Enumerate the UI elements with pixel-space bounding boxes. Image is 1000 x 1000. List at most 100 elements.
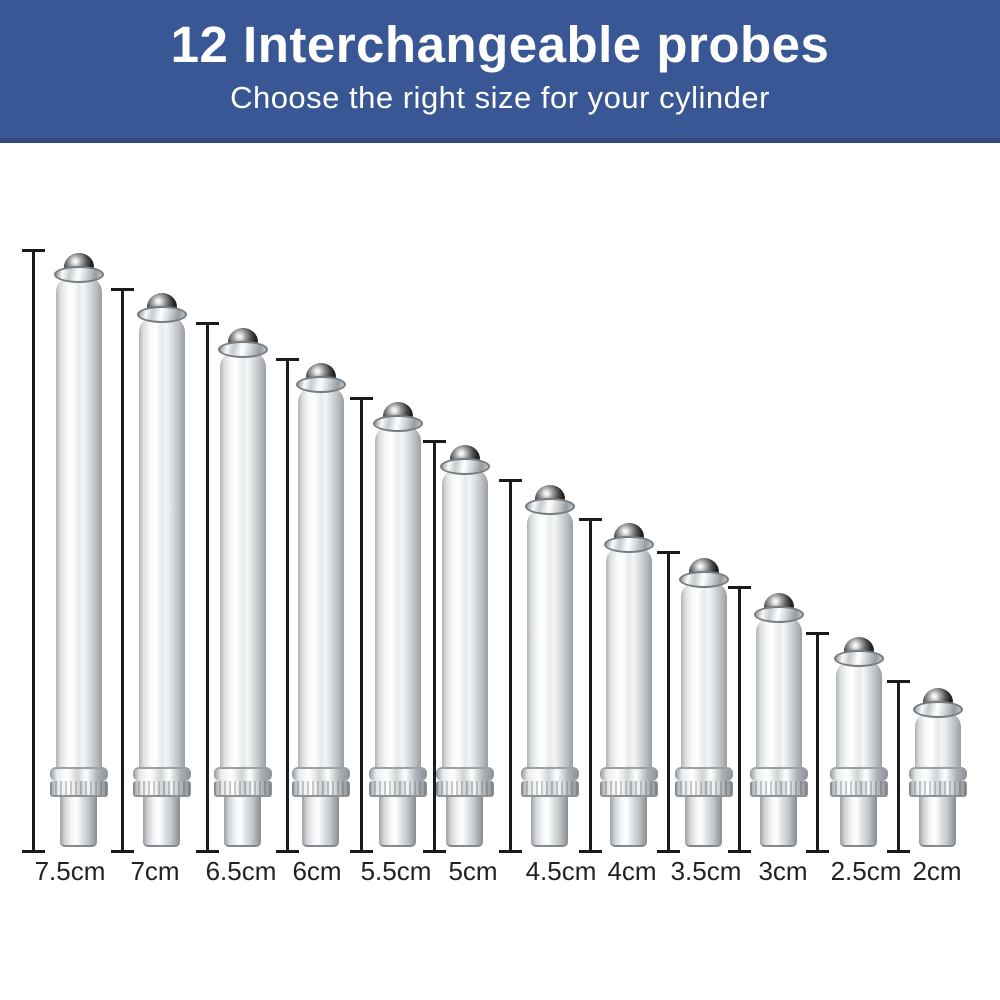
- measurement-bracket: [499, 479, 522, 853]
- measurement-bracket: [728, 586, 751, 853]
- measurement-cap-bottom-icon: [111, 850, 134, 853]
- probe-flange-ring: [909, 767, 967, 781]
- measurement-cap-bottom-icon: [579, 850, 602, 853]
- probe-2.5cm: [830, 637, 888, 847]
- probe-3cm: [750, 593, 808, 847]
- probe-flange-ring: [521, 767, 579, 781]
- measurement-cap-bottom-icon: [22, 850, 45, 853]
- size-label: 5cm: [448, 856, 498, 886]
- size-label: 4cm: [607, 856, 657, 886]
- probe-knurled-nut: [214, 781, 272, 797]
- measurement-cap-bottom-icon: [657, 850, 680, 853]
- probe-base-stub: [840, 796, 877, 847]
- probe-collar-ring: [54, 266, 104, 283]
- page-title: 12 Interchangeable probes: [170, 16, 830, 73]
- probe-body: [220, 352, 266, 769]
- measurement-cap-bottom-icon: [423, 850, 446, 853]
- measurement-line: [433, 440, 436, 853]
- probe-6cm: [292, 363, 350, 847]
- probe-collar-ring: [137, 306, 187, 323]
- measurement-cap-bottom-icon: [499, 850, 522, 853]
- probe-flange-ring: [675, 767, 733, 781]
- probe-6.5cm: [214, 328, 272, 847]
- probe-collar-ring: [218, 341, 268, 358]
- measurement-line: [897, 680, 900, 853]
- probe-knurled-nut: [675, 781, 733, 797]
- measurement-bracket: [111, 288, 134, 853]
- probe-base-stub: [143, 796, 180, 847]
- probe-collar-ring: [373, 415, 423, 432]
- probe-5.5cm: [369, 402, 427, 847]
- probe-knurled-nut: [133, 781, 191, 797]
- measurement-line: [206, 322, 209, 853]
- probe-body: [527, 509, 573, 769]
- probe-base-stub: [685, 796, 722, 847]
- measurement-line: [816, 632, 819, 853]
- page-subtitle: Choose the right size for your cylinder: [230, 80, 770, 115]
- probe-4cm: [600, 523, 658, 847]
- size-label: 2cm: [912, 856, 962, 886]
- measurement-bracket: [276, 358, 299, 853]
- measurement-cap-bottom-icon: [728, 850, 751, 853]
- probe-flange-ring: [50, 767, 108, 781]
- probe-base-stub: [760, 796, 797, 847]
- probe-5cm: [436, 445, 494, 847]
- probe-flange-ring: [214, 767, 272, 781]
- size-label: 3cm: [758, 856, 808, 886]
- probe-4.5cm: [521, 485, 579, 847]
- probe-base-stub: [531, 796, 568, 847]
- probe-collar-ring: [834, 650, 884, 667]
- probe-body: [915, 712, 961, 769]
- probe-body: [375, 426, 421, 769]
- probe-knurled-nut: [830, 781, 888, 797]
- probe-body: [836, 661, 882, 769]
- measurement-line: [738, 586, 741, 853]
- probe-3.5cm: [675, 558, 733, 847]
- size-label: 6.5cm: [205, 856, 277, 886]
- measurement-bracket: [423, 440, 446, 853]
- measurement-bracket: [350, 397, 373, 853]
- probe-collar-ring: [604, 536, 654, 553]
- probe-base-stub: [610, 796, 647, 847]
- probe-knurled-nut: [369, 781, 427, 797]
- measurement-bracket: [806, 632, 829, 853]
- probe-body: [56, 277, 102, 769]
- probe-knurled-nut: [600, 781, 658, 797]
- measurement-cap-bottom-icon: [196, 850, 219, 853]
- probe-flange-ring: [600, 767, 658, 781]
- probe-body: [139, 317, 185, 769]
- measurement-line: [121, 288, 124, 853]
- probe-base-stub: [302, 796, 339, 847]
- measurement-bracket: [196, 322, 219, 853]
- measurement-cap-bottom-icon: [276, 850, 299, 853]
- probe-body: [756, 617, 802, 769]
- measurement-bracket: [657, 551, 680, 853]
- probe-knurled-nut: [750, 781, 808, 797]
- header-banner: 12 Interchangeable probes Choose the rig…: [0, 0, 1000, 143]
- measurement-bracket: [579, 518, 602, 853]
- measurement-cap-bottom-icon: [887, 850, 910, 853]
- probe-2cm: [909, 688, 967, 847]
- probe-7.5cm: [50, 253, 108, 847]
- probe-base-stub: [224, 796, 261, 847]
- probe-knurled-nut: [521, 781, 579, 797]
- size-label: 7.5cm: [34, 856, 106, 886]
- probe-flange-ring: [830, 767, 888, 781]
- probe-7cm: [133, 293, 191, 847]
- probe-collar-ring: [913, 701, 963, 718]
- probe-knurled-nut: [909, 781, 967, 797]
- probe-flange-ring: [436, 767, 494, 781]
- size-label: 7cm: [130, 856, 180, 886]
- probe-knurled-nut: [292, 781, 350, 797]
- size-label: 2.5cm: [830, 856, 902, 886]
- probe-collar-ring: [296, 376, 346, 393]
- probe-collar-ring: [754, 606, 804, 623]
- probe-body: [442, 469, 488, 769]
- size-label: 3.5cm: [670, 856, 742, 886]
- size-label: 6cm: [292, 856, 342, 886]
- probe-body: [606, 547, 652, 769]
- measurement-line: [286, 358, 289, 853]
- size-label: 4.5cm: [525, 856, 597, 886]
- measurement-line: [32, 249, 35, 853]
